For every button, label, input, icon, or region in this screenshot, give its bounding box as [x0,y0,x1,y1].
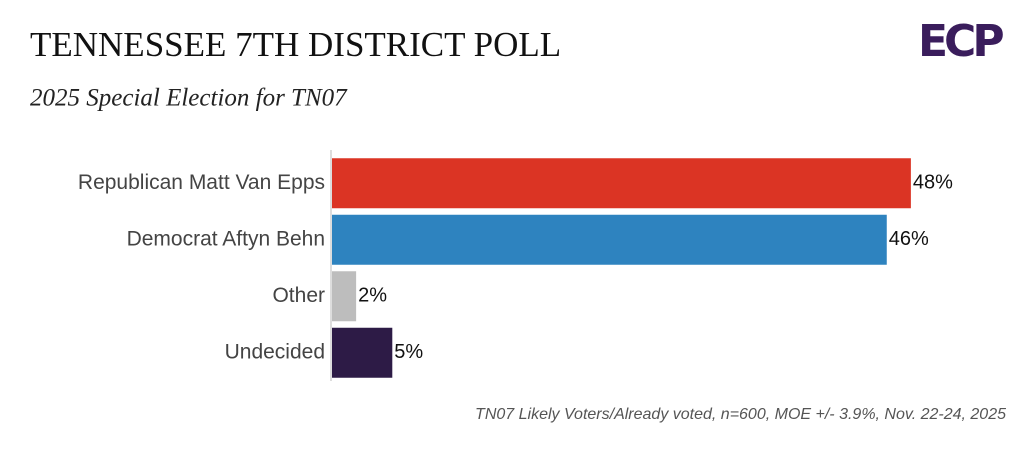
category-label: Other [272,284,325,307]
category-label: Republican Matt Van Epps [78,171,325,194]
category-label: Democrat Aftyn Behn [127,227,325,250]
value-label: 5% [394,341,423,363]
bar [332,327,393,378]
bar [332,158,911,209]
chart-subtitle: 2025 Special Election for TN07 [30,85,348,112]
value-label: 2% [358,285,387,307]
footnote: TN07 Likely Voters/Already voted, n=600,… [475,406,1006,423]
bar [332,214,887,265]
value-label: 46% [889,228,929,250]
value-label: 48% [913,172,953,194]
bar [332,271,357,322]
category-label: Undecided [225,340,325,363]
chart-title: TENNESSEE 7TH DISTRICT POLL [30,25,561,64]
logo: ECP [918,16,1003,67]
